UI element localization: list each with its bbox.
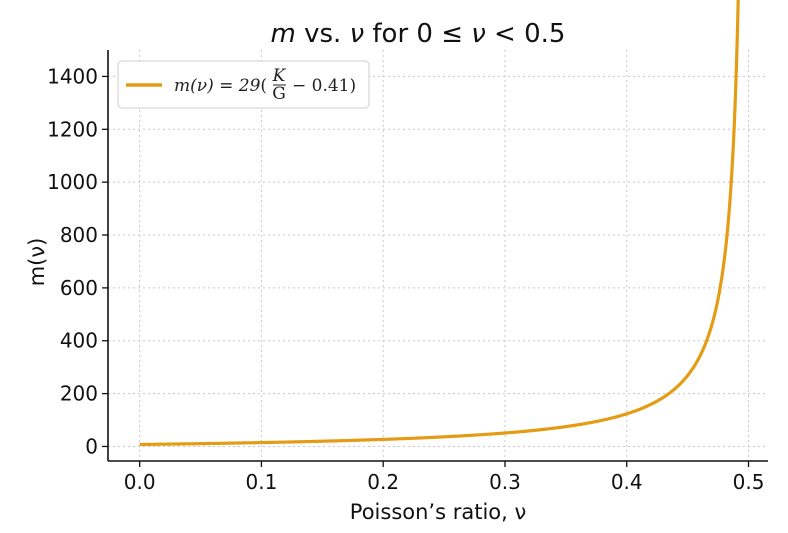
y-tick-label-6: 1200 — [47, 117, 98, 141]
y-tick-label-4: 800 — [60, 223, 98, 247]
x-tick-label-1: 0.1 — [246, 470, 278, 494]
legend-frac-den: G — [272, 84, 286, 104]
x-tick-label-2: 0.2 — [367, 470, 399, 494]
title-lt: < 0.5 — [486, 19, 566, 49]
series-layer — [139, 0, 740, 447]
ticks-layer: 0.0 0.1 0.2 0.3 0.4 0.5 0 200 400 600 800 1000 1200 1… — [47, 64, 764, 494]
axes-layer — [107, 50, 768, 462]
x-tick-label-3: 0.3 — [489, 470, 521, 494]
x-tick-label-5: 0.5 — [733, 470, 765, 494]
y-tick-label-0: 0 — [85, 434, 98, 458]
x-axis-label: Poisson’s ratio, ν — [350, 500, 526, 524]
legend-label: m(ν) = 29( — [174, 76, 267, 96]
x-tick-label-0: 0.0 — [124, 470, 156, 494]
y-tick-label-2: 400 — [60, 329, 98, 353]
series-line-0 — [139, 0, 740, 447]
y-tick-label-7: 1400 — [47, 64, 98, 88]
title-m: m — [271, 19, 296, 49]
x-tick-label-4: 0.4 — [611, 470, 643, 494]
title-vs: vs. — [296, 19, 350, 49]
y-tick-label-3: 600 — [60, 276, 98, 300]
legend-paren-open: ( — [260, 76, 267, 96]
y-axis-label: m(ν) — [25, 238, 49, 287]
title-nu: ν — [350, 19, 365, 49]
legend: m(ν) = 29( K G − 0.41) — [117, 60, 370, 109]
y-tick-label-1: 200 — [60, 382, 98, 406]
grid-layer — [108, 50, 768, 461]
legend-lhs: m(ν) = 29 — [174, 76, 261, 96]
y-tick-label-5: 1000 — [47, 170, 98, 194]
legend-tail: − 0.41) — [292, 76, 356, 96]
title-nu2: ν — [471, 19, 486, 49]
title-rest: for 0 ≤ — [364, 19, 471, 49]
chart-title: m vs. ν for 0 ≤ ν < 0.5 — [271, 19, 566, 49]
legend-frac-num: K — [272, 66, 287, 86]
legend-box — [117, 60, 370, 109]
